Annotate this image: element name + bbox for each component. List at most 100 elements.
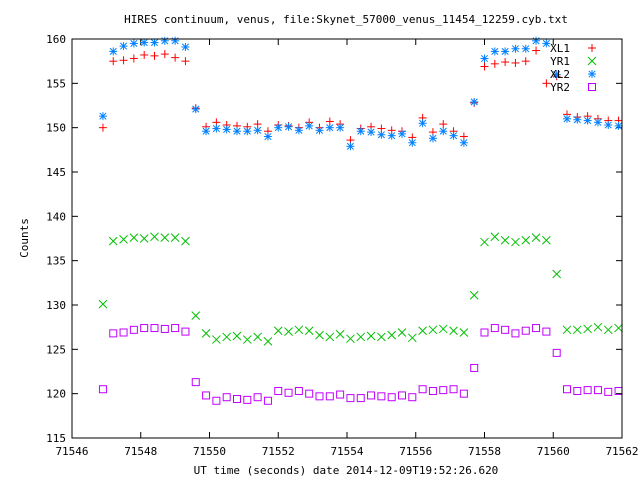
data-point-yr1 [449,326,458,336]
data-point-yr2 [346,394,355,403]
data-point-yr1 [500,235,510,245]
data-point-yr2 [439,386,448,395]
data-point-xl2 [398,129,406,138]
data-point-xl1 [521,57,530,66]
data-point-yr1 [593,322,603,332]
data-point-xl2 [129,39,138,48]
data-point-xl1 [480,62,489,71]
data-point-yr1 [542,235,551,245]
data-point-xl1 [160,50,169,59]
x-tick-label: 71556 [399,445,432,458]
data-point-yr2 [573,387,582,396]
x-tick-label: 71550 [193,445,226,458]
data-point-xl2 [315,126,324,135]
data-point-yr2 [243,395,252,404]
data-point-xl2 [377,130,386,139]
data-point-yr1 [304,326,314,336]
data-point-yr2 [418,385,427,394]
data-point-xl2 [160,36,169,45]
data-point-xl2 [418,119,427,128]
data-point-yr2 [542,327,551,336]
data-point-xl2 [532,36,541,45]
data-point-yr1 [222,332,232,342]
data-point-xl2 [150,38,159,47]
data-point-xl1 [181,57,190,66]
data-point-xl2 [356,127,365,136]
data-point-xl1 [532,46,541,55]
legend-label-xl2: XL2 [550,68,570,81]
data-point-yr2 [552,348,561,357]
data-point-yr2 [160,324,169,333]
data-point-yr1 [315,330,324,340]
data-point-xl2 [140,38,149,47]
data-point-yr2 [315,392,324,401]
data-point-yr1 [572,325,582,335]
data-points [98,36,623,405]
data-point-yr1 [459,328,469,337]
x-axis-label: UT time (seconds) date 2014-12-09T19:52:… [194,464,499,477]
data-point-yr1 [614,323,623,333]
data-point-yr1 [294,325,304,335]
x-tick-label: 71548 [124,445,157,458]
data-point-yr1 [511,237,520,247]
data-point-yr1 [490,232,500,242]
data-point-yr2 [490,324,499,333]
data-point-yr1 [603,325,613,335]
data-point-yr2 [109,329,118,338]
data-point-xl2 [284,122,293,131]
data-point-xl1 [511,58,520,67]
data-point-xl2 [408,138,417,147]
data-point-yr1 [407,333,417,343]
data-point-xl2 [98,112,107,121]
data-point-xl2 [614,121,623,130]
data-point-yr2 [563,385,571,394]
data-point-xl2 [387,131,396,140]
data-point-xl1 [490,59,499,68]
axis-ticks: 115 120 125 130 135 140 145 150 155 160 71546 71548… [46,33,638,458]
data-point-yr2 [387,393,396,402]
data-point-yr2 [604,387,613,396]
data-point-xl2 [202,127,211,136]
data-point-xl1 [109,57,118,66]
x-tick-label: 71560 [537,445,570,458]
y-tick-label: 115 [46,432,66,445]
data-point-xl2 [593,118,602,127]
data-point-yr2 [356,394,365,403]
data-point-xl2 [490,47,499,56]
data-point-xl2 [212,124,221,133]
data-point-yr1 [212,335,221,344]
data-point-yr2 [470,363,479,372]
legend-marker-yr2 [588,83,596,91]
data-point-xl2 [274,123,283,132]
y-tick-label: 150 [46,122,66,135]
data-point-yr2 [583,386,592,395]
data-point-xl1 [542,79,551,88]
data-point-yr2 [501,325,510,334]
data-point-xl2 [439,127,448,136]
data-point-xl1 [119,56,128,65]
y-tick-label: 140 [46,210,66,223]
data-point-yr1 [253,332,262,342]
data-point-yr1 [232,331,242,341]
data-point-yr2 [377,392,386,401]
data-point-yr2 [511,329,520,338]
data-point-yr2 [449,385,458,394]
data-point-yr2 [532,324,541,333]
y-tick-label: 145 [46,166,66,179]
data-point-yr2 [294,387,303,396]
data-point-yr1 [242,335,252,344]
data-point-yr2 [408,393,417,402]
data-point-yr1 [139,234,149,243]
data-point-xl2 [119,42,128,51]
data-point-yr2 [181,327,190,336]
data-point-yr2 [521,326,530,335]
chart-title: HIRES continuum, venus, file:Skynet_5700… [124,13,568,26]
data-point-yr1 [366,331,376,341]
data-point-xl2 [109,47,118,56]
data-point-xl2 [542,39,551,48]
data-point-xl2 [552,70,561,79]
data-point-yr1 [335,329,345,339]
data-point-xl2 [191,105,200,114]
data-point-yr1 [129,233,139,242]
